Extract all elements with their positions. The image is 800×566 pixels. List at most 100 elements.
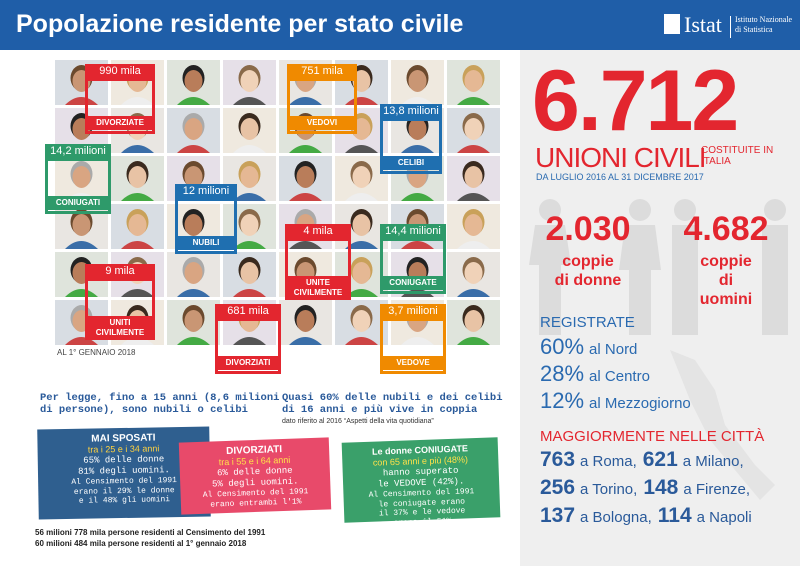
photo-value: 3,7 milioni [380,304,446,319]
photo-face [296,166,315,188]
logo: Istat [684,12,722,37]
photo-face [128,214,147,236]
photo-body [233,145,266,153]
photo-face [240,118,259,140]
unions-subtitle: COSTITUITE IN ITALIA [701,145,774,167]
photo-face [464,262,483,284]
photo-value: 13,8 milioni [380,104,442,119]
photo-body [65,289,98,297]
city-value: 621 [642,448,678,471]
photo-face [408,118,427,140]
registered-label: al Mezzogiorno [589,395,691,412]
city-label: a Torino, [580,481,638,498]
photo-body [289,193,322,201]
photo-body [177,97,210,105]
unions-total: 6.712 [532,53,739,149]
photo-value: 4 mila [285,224,351,239]
photo-frame [85,78,155,134]
photo-face [352,166,371,188]
photo-body [345,289,378,297]
photo-body [345,337,378,345]
photo-label: VEDOVE [380,356,446,370]
photo-body [177,145,210,153]
page-title: Popolazione residente per stato civile [16,10,464,38]
photo-body [345,97,378,105]
photo-frame [45,158,111,214]
photo-body [121,241,154,249]
registered-label: al Nord [589,341,638,358]
photo-body [457,97,490,105]
photo-face [464,214,483,236]
photo-body [457,289,490,297]
photo-face [184,118,203,140]
photo-body [177,289,210,297]
text-box: Le donne CONIUGATE con 65 anni e più (48%… [341,437,501,527]
photo-face [72,166,91,188]
city-label: a Milano, [682,453,744,470]
photo-face [464,70,483,92]
city-value: 137 [540,504,576,527]
photo-label: UNITI CIVILMENTE [85,316,155,340]
cities-title: MAGGIORMENTE NELLE CITTÀ [540,428,765,445]
logo-divider [730,16,731,38]
couple-value: 4.682 [683,210,769,248]
photo-label: NUBILI [175,236,237,250]
note: Quasi 60% delle nubili e dei celibi di 1… [282,392,503,416]
photo-frame [175,198,237,254]
photo-face [352,118,371,140]
photo-value: 681 mila [215,304,281,319]
photo-face [464,118,483,140]
photo-face [72,214,91,236]
photo-body [401,97,434,105]
city-label: a Bologna, [580,509,652,526]
photo-face [240,166,259,188]
registered-row: 60% al Nord [540,334,637,360]
photo-body [457,241,490,249]
photo-frame [380,238,446,294]
photo-body [457,145,490,153]
photo-body [345,241,378,249]
photo-body [233,337,266,345]
photo-body [345,193,378,201]
total-line: 60 milioni 484 mila persone residenti al… [35,539,247,548]
city-label: a Firenze, [683,481,751,498]
photo-body [233,289,266,297]
couple-label: coppie di donne [554,253,622,289]
photo-face [464,166,483,188]
photo-face [128,166,147,188]
photo-body [233,193,266,201]
couple-value: 2.030 [545,210,631,248]
photo-date: AL 1° GENNAIO 2018 [57,348,136,357]
photo-value: 14,4 milioni [380,224,446,239]
photo-face [184,166,203,188]
totals: 56 milioni 778 mila persone residenti al… [35,527,265,549]
photo-face [184,262,203,284]
logo-subtitle-line: Istituto Nazionale [735,15,793,24]
photo-frame [380,318,446,374]
photo-frame [380,118,442,174]
photo-body [233,97,266,105]
total-line: 56 milioni 778 mila persone residenti al… [35,528,266,537]
photo-body [401,337,434,345]
photo-face [352,310,371,332]
photo-body [121,193,154,201]
photo-body [289,241,322,249]
photo-body [233,241,266,249]
photo-frame [287,78,357,134]
photo-body [401,193,434,201]
photo-face [184,310,203,332]
photo-label: DIVORZIATE [85,116,155,130]
photo-body [345,145,378,153]
photo-frame [215,318,281,374]
photo-label: CONIUGATE [380,276,446,290]
registered-row: 12% al Mezzogiorno [540,388,691,414]
photo-face [184,70,203,92]
photo-body [65,97,98,105]
photo-body [289,145,322,153]
photo-face [184,214,203,236]
registered-value: 12% [540,388,585,413]
city-value: 148 [643,476,679,499]
photo-label: CONIUGATI [45,196,111,210]
photo-body [457,193,490,201]
